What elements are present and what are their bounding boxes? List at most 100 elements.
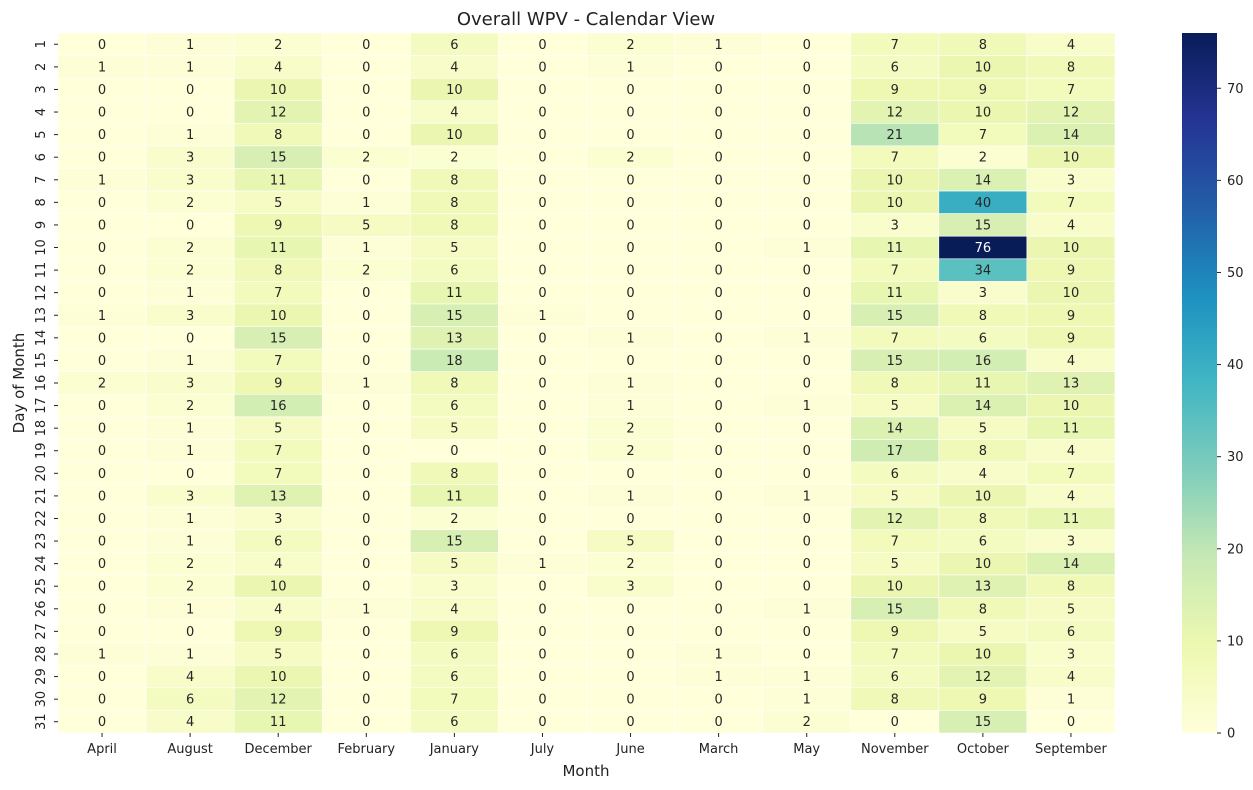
cell-value-label: 0 [714, 580, 722, 595]
cell-value-label: 0 [626, 715, 634, 730]
cell-value-label: 1 [186, 512, 194, 527]
cell-value-label: 0 [714, 557, 722, 572]
cell-value-label: 0 [362, 512, 370, 527]
cell-value-label: 6 [450, 264, 458, 279]
cell-value-label: 11 [270, 241, 287, 256]
cell-value-label: 0 [538, 580, 546, 595]
cell-value-label: 11 [270, 173, 287, 188]
cell-value-label: 4 [979, 467, 987, 482]
cell-value-label: 1 [538, 557, 546, 572]
cell-value-label: 1 [803, 331, 811, 346]
cell-value-label: 0 [362, 399, 370, 414]
cell-value-label: 7 [450, 693, 458, 708]
cell-value-label: 2 [626, 151, 634, 166]
heatmap-cells: 0 1 2 0 6 0 2 1 0 7 8 41 1 4 0 4 0 1 0 0 6 10 80 0 10 0 10 0 0 0 0 9 9 70… [57, 32, 1116, 734]
cell-value-label: 0 [714, 331, 722, 346]
colorbar-tick-label: 50 [1227, 266, 1244, 281]
cell-value-label: 0 [98, 444, 106, 459]
cell-value-label: 9 [1067, 309, 1075, 324]
cell-value-label: 3 [626, 580, 634, 595]
cell-value-label: 6 [891, 60, 899, 75]
cell-value-label: 7 [274, 467, 282, 482]
cell-value-label: 0 [186, 625, 194, 640]
cell-value-label: 10 [887, 173, 904, 188]
cell-value-label: 1 [362, 377, 370, 392]
x-tick-label: January [429, 742, 480, 757]
cell-value-label: 0 [538, 535, 546, 550]
x-tick-label: December [244, 742, 312, 757]
cell-value-label: 8 [450, 377, 458, 392]
cell-value-label: 0 [626, 106, 634, 121]
cell-value-label: 2 [186, 557, 194, 572]
cell-value-label: 0 [186, 218, 194, 233]
cell-value-label: 1 [803, 693, 811, 708]
cell-value-label: 3 [274, 512, 282, 527]
cell-value-label: 0 [626, 241, 634, 256]
cell-value-label: 0 [714, 60, 722, 75]
cell-value-label: 0 [538, 377, 546, 392]
cell-value-label: 0 [98, 196, 106, 211]
cell-value-label: 0 [803, 647, 811, 662]
cell-value-label: 4 [1067, 444, 1075, 459]
cell-value-label: 10 [1063, 286, 1080, 301]
cell-value-label: 0 [803, 535, 811, 550]
cell-value-label: 9 [274, 625, 282, 640]
cell-value-label: 8 [891, 377, 899, 392]
cell-value-label: 0 [626, 309, 634, 324]
cell-value-label: 0 [98, 580, 106, 595]
cell-value-label: 0 [98, 557, 106, 572]
cell-value-label: 18 [446, 354, 463, 369]
cell-value-label: 0 [538, 444, 546, 459]
cell-value-label: 0 [98, 422, 106, 437]
cell-value-label: 0 [98, 602, 106, 617]
cell-value-label: 10 [270, 83, 287, 98]
cell-value-label: 0 [186, 106, 194, 121]
cell-value-label: 0 [98, 625, 106, 640]
cell-value-label: 6 [450, 38, 458, 53]
cell-value-label: 7 [274, 444, 282, 459]
cell-value-label: 13 [446, 331, 463, 346]
cell-value-label: 0 [803, 196, 811, 211]
y-tick-label: 25 [34, 578, 49, 595]
cell-value-label: 1 [714, 670, 722, 685]
cell-value-label: 12 [887, 512, 904, 527]
cell-value-label: 0 [98, 151, 106, 166]
y-tick-label: 27 [34, 623, 49, 640]
cell-value-label: 2 [626, 557, 634, 572]
cell-value-label: 8 [979, 444, 987, 459]
y-tick-label: 1 [34, 40, 49, 48]
cell-value-label: 13 [975, 580, 992, 595]
cell-value-label: 1 [186, 354, 194, 369]
cell-value-label: 8 [450, 218, 458, 233]
cell-value-label: 1 [538, 309, 546, 324]
cell-value-label: 8 [979, 38, 987, 53]
cell-value-label: 0 [98, 489, 106, 504]
cell-value-label: 1 [803, 241, 811, 256]
cell-value-label: 0 [714, 286, 722, 301]
cell-value-label: 0 [98, 715, 106, 730]
cell-value-label: 9 [891, 625, 899, 640]
cell-value-label: 1 [714, 647, 722, 662]
cell-value-label: 1 [803, 602, 811, 617]
cell-value-label: 1 [714, 38, 722, 53]
cell-value-label: 6 [186, 693, 194, 708]
cell-value-label: 0 [538, 264, 546, 279]
cell-value-label: 4 [186, 715, 194, 730]
cell-value-label: 10 [975, 489, 992, 504]
cell-value-label: 0 [538, 354, 546, 369]
cell-value-label: 15 [270, 151, 287, 166]
cell-value-label: 5 [274, 422, 282, 437]
cell-value-label: 1 [186, 60, 194, 75]
cell-value-label: 8 [979, 512, 987, 527]
cell-value-label: 0 [803, 264, 811, 279]
cell-value-label: 2 [186, 196, 194, 211]
cell-value-label: 0 [626, 670, 634, 685]
cell-value-label: 0 [714, 693, 722, 708]
cell-value-label: 3 [186, 309, 194, 324]
cell-value-label: 0 [803, 218, 811, 233]
x-tick-label: August [167, 742, 213, 757]
cell-value-label: 1 [1067, 693, 1075, 708]
cell-value-label: 0 [186, 467, 194, 482]
cell-value-label: 2 [274, 38, 282, 53]
cell-value-label: 1 [186, 128, 194, 143]
